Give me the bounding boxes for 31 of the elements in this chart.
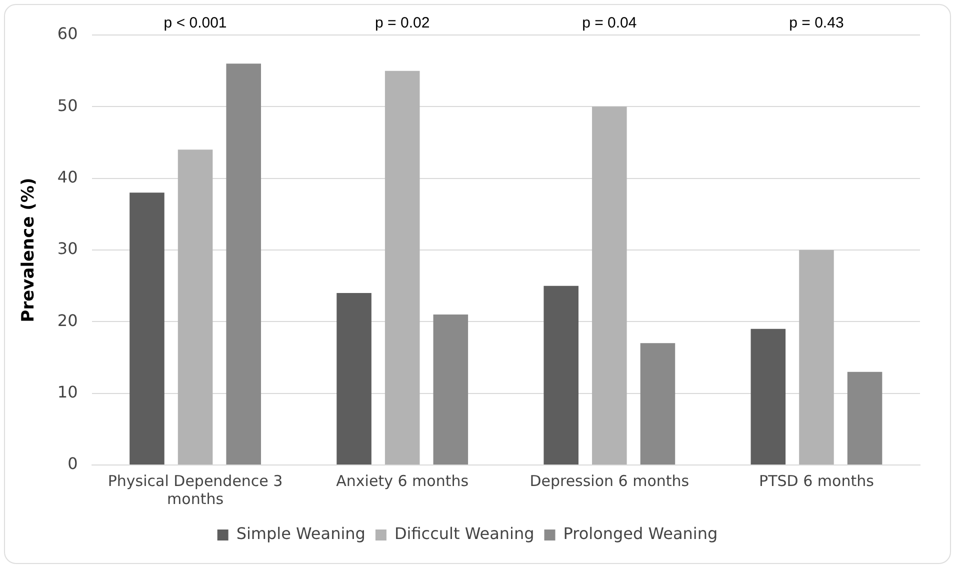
y-tick-label: 20	[57, 310, 78, 330]
bar	[336, 293, 372, 464]
y-tick-label: 30	[57, 239, 78, 258]
text: p < 0.001	[164, 14, 227, 32]
y-axis-title: Prevalence (%)	[18, 178, 39, 322]
bar	[226, 64, 261, 464]
x-tick-label: Depression 6 months	[530, 472, 690, 490]
legend-label: Dificcult Weaning	[394, 524, 534, 544]
y-tick-label: 10	[57, 382, 78, 402]
bar	[799, 250, 834, 464]
text: p = 0.04	[582, 14, 637, 32]
bar	[433, 314, 468, 464]
bar	[178, 150, 213, 464]
y-tick-label: 60	[57, 24, 78, 44]
bar	[592, 106, 627, 464]
legend-label: Simple Weaning	[236, 524, 366, 544]
bar	[384, 70, 420, 464]
x-tick-label: PTSD 6 months	[759, 472, 874, 490]
x-tick-label: Physical Dependence 3 months	[108, 472, 283, 508]
y-tick-label: 0	[68, 454, 78, 474]
y-tick-label: 50	[57, 96, 78, 115]
bar	[640, 343, 676, 464]
bar	[544, 286, 578, 464]
bar	[130, 192, 164, 464]
text: p = 0.43	[789, 14, 844, 32]
bar	[750, 328, 786, 464]
x-tick-label: Anxiety 6 months	[336, 472, 469, 490]
legend-label: Prolonged Weaning	[563, 524, 718, 544]
y-tick-label: 40	[57, 167, 78, 186]
text: p = 0.02	[375, 14, 430, 32]
bar	[847, 372, 882, 464]
